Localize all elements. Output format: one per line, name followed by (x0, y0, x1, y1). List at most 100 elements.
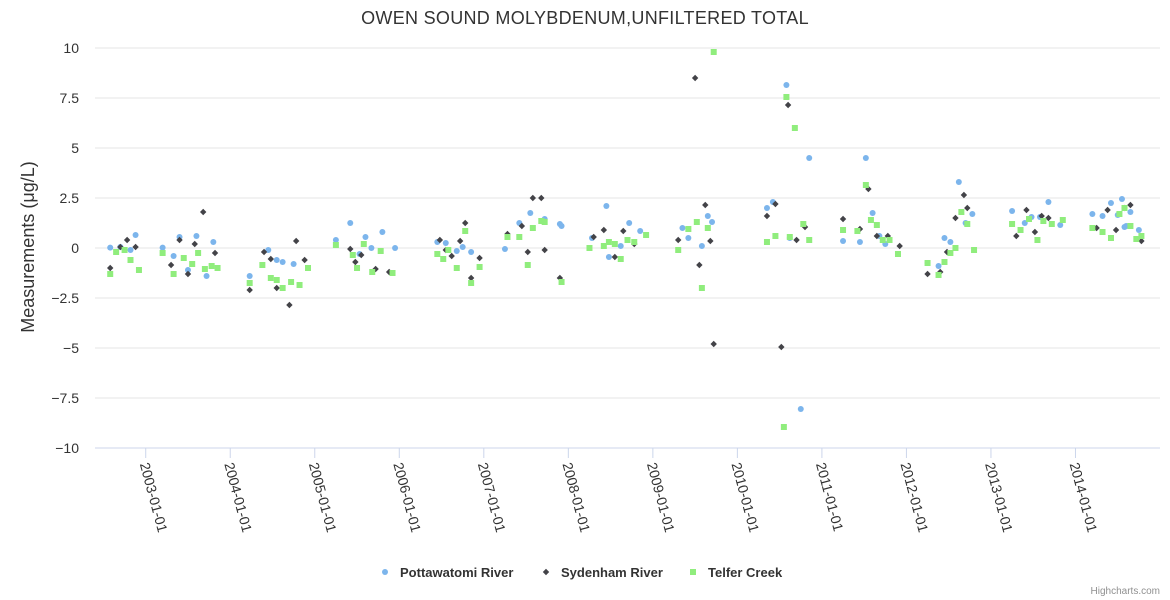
legend-item-sydenham-river[interactable]: Sydenham River (542, 565, 663, 580)
data-point[interactable] (117, 243, 124, 251)
data-point[interactable] (113, 249, 120, 255)
data-point[interactable] (290, 261, 297, 267)
data-point[interactable] (273, 257, 280, 263)
data-point[interactable] (856, 239, 863, 245)
data-point[interactable] (377, 248, 384, 254)
data-point[interactable] (527, 210, 534, 216)
data-point[interactable] (558, 279, 565, 285)
data-point[interactable] (368, 245, 375, 251)
data-point[interactable] (839, 215, 847, 223)
data-point[interactable] (780, 424, 787, 430)
data-point[interactable] (127, 247, 134, 253)
data-point[interactable] (964, 204, 971, 212)
data-point[interactable] (958, 209, 965, 215)
data-point[interactable] (468, 280, 475, 286)
data-point[interactable] (710, 49, 717, 55)
data-point[interactable] (267, 275, 274, 281)
data-point[interactable] (865, 185, 872, 193)
data-point[interactable] (462, 228, 469, 234)
data-point[interactable] (434, 251, 441, 257)
data-point[interactable] (786, 234, 793, 240)
data-point[interactable] (170, 253, 177, 259)
data-point[interactable] (947, 250, 954, 256)
data-point[interactable] (191, 240, 198, 248)
data-point[interactable] (643, 232, 650, 238)
data-point[interactable] (210, 239, 217, 245)
data-point[interactable] (195, 250, 202, 256)
data-point[interactable] (620, 227, 627, 235)
data-point[interactable] (896, 242, 903, 250)
data-point[interactable] (504, 234, 511, 240)
data-point[interactable] (624, 237, 631, 243)
data-point[interactable] (453, 248, 460, 254)
data-point[interactable] (301, 256, 308, 264)
data-point[interactable] (605, 254, 612, 260)
data-point[interactable] (456, 237, 464, 245)
legend-label[interactable]: Pottawatomi River (400, 565, 513, 580)
data-point[interactable] (267, 255, 275, 263)
data-point[interactable] (442, 240, 449, 246)
data-point[interactable] (347, 245, 354, 253)
data-point[interactable] (969, 211, 976, 217)
data-point[interactable] (675, 247, 682, 253)
data-point[interactable] (617, 256, 624, 262)
data-point[interactable] (369, 269, 376, 275)
data-point[interactable] (702, 201, 709, 209)
data-point[interactable] (772, 200, 779, 208)
legend-item-pottawatomi-river[interactable]: Pottawatomi River (382, 565, 513, 580)
data-point[interactable] (203, 273, 210, 279)
data-point[interactable] (352, 258, 359, 266)
data-point[interactable] (867, 217, 874, 223)
data-point[interactable] (873, 232, 881, 240)
data-point[interactable] (501, 246, 508, 252)
data-point[interactable] (296, 282, 303, 288)
data-point[interactable] (445, 247, 452, 253)
data-point[interactable] (783, 94, 790, 100)
data-point[interactable] (791, 125, 798, 131)
data-point[interactable] (135, 267, 142, 273)
data-point[interactable] (952, 214, 959, 222)
data-point[interactable] (691, 74, 699, 82)
data-point[interactable] (107, 271, 114, 277)
data-point[interactable] (784, 101, 792, 109)
data-point[interactable] (354, 265, 361, 271)
legend-marker[interactable] (382, 569, 388, 575)
data-point[interactable] (358, 251, 365, 259)
data-point[interactable] (600, 243, 607, 249)
data-point[interactable] (1009, 208, 1016, 214)
data-point[interactable] (971, 247, 978, 253)
data-point[interactable] (763, 205, 770, 211)
data-point[interactable] (170, 271, 177, 277)
data-point[interactable] (556, 221, 563, 227)
data-point[interactable] (1023, 206, 1030, 214)
data-point[interactable] (605, 239, 612, 245)
data-point[interactable] (468, 249, 475, 255)
data-point[interactable] (459, 244, 466, 250)
data-point[interactable] (184, 267, 191, 273)
data-point[interactable] (180, 255, 187, 261)
data-point[interactable] (935, 263, 942, 269)
data-point[interactable] (1133, 236, 1140, 242)
data-point[interactable] (524, 262, 531, 268)
data-point[interactable] (538, 194, 545, 202)
data-point[interactable] (159, 250, 166, 256)
data-point[interactable] (389, 270, 396, 276)
data-point[interactable] (246, 286, 253, 294)
legend-marker[interactable] (542, 568, 550, 576)
data-point[interactable] (1138, 237, 1145, 245)
data-point[interactable] (797, 406, 804, 412)
data-point[interactable] (1104, 206, 1111, 214)
data-point[interactable] (288, 279, 295, 285)
data-point[interactable] (440, 256, 447, 262)
data-point[interactable] (862, 182, 869, 188)
data-point[interactable] (941, 259, 948, 265)
data-point[interactable] (1121, 205, 1128, 211)
data-point[interactable] (884, 232, 892, 240)
data-point[interactable] (1017, 227, 1024, 233)
data-point[interactable] (184, 270, 192, 278)
data-point[interactable] (1089, 225, 1096, 231)
data-point[interactable] (696, 261, 703, 269)
data-point[interactable] (193, 233, 200, 239)
data-point[interactable] (637, 228, 644, 234)
data-point[interactable] (590, 233, 597, 241)
